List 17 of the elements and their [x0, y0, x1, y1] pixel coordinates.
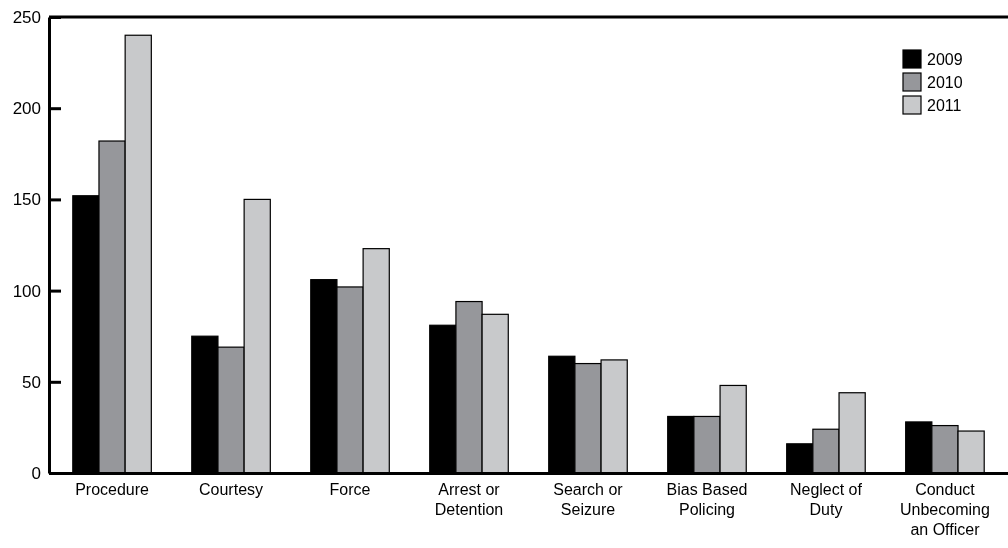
x-tick-label: Neglect of Duty — [789, 481, 863, 518]
x-tick-label: Search or Seizure — [553, 481, 624, 518]
x-tick-label: Arrest or Detention — [434, 481, 504, 518]
x-tick-label: Conduct Unbecoming an Officer — [900, 481, 990, 538]
legend-label: 2010 — [927, 73, 963, 91]
x-tick-label: Courtesy — [199, 481, 264, 498]
y-tick-label: 50 — [22, 372, 41, 392]
x-tick-label: Force — [329, 481, 371, 498]
legend-label: 2011 — [927, 96, 962, 114]
x-tick-label: Bias Based Policing — [666, 481, 748, 518]
y-tick-label: 100 — [12, 281, 41, 301]
x-tick-label: Procedure — [75, 481, 150, 498]
legend-label: 2009 — [927, 50, 963, 68]
y-tick-label: 250 — [12, 7, 41, 27]
y-tick-label: 150 — [12, 190, 41, 210]
y-tick-label: 200 — [12, 99, 41, 119]
y-tick-label: 0 — [31, 463, 41, 483]
